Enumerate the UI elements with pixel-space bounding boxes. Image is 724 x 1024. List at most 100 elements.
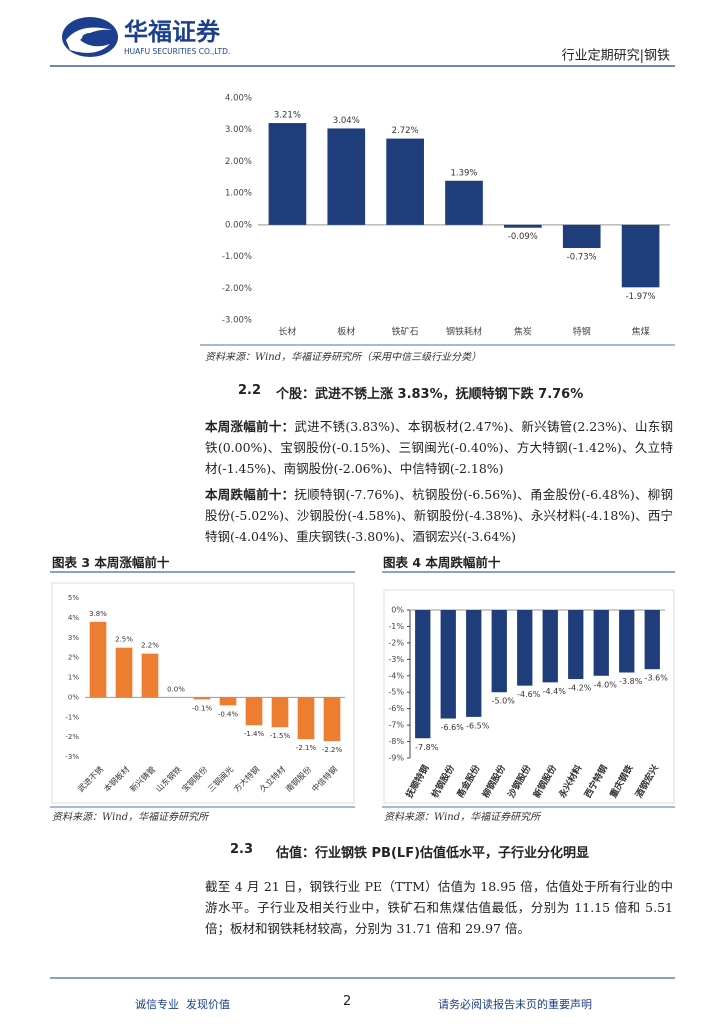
value-label: 0.0% <box>167 685 185 693</box>
chart-frame <box>51 582 355 804</box>
value-label: -1.5% <box>270 732 291 740</box>
value-label: 2.72% <box>392 126 419 136</box>
value-label: -4.6% <box>517 690 541 699</box>
x-tick-label: 甬金股份 <box>454 762 483 800</box>
y-tick-label: 0.00% <box>225 220 252 230</box>
x-tick-label: 久立特材 <box>257 764 287 794</box>
value-label: -3.8% <box>619 677 643 686</box>
section-number: 2.3 <box>230 842 254 857</box>
y-tick-label: -3.00% <box>222 316 252 326</box>
value-label: -2.2% <box>322 746 343 754</box>
value-label: -5.0% <box>492 697 516 706</box>
bar <box>621 224 660 288</box>
x-tick-label: 特钢 <box>573 326 591 338</box>
section-title: 个股：武进不锈上涨 3.83%，抚顺特钢下跌 7.76% <box>276 387 584 402</box>
y-tick-label: 3% <box>68 634 79 642</box>
x-tick-label: 武进不锈 <box>75 764 105 794</box>
value-label: -4.0% <box>594 680 618 689</box>
bar <box>327 128 366 225</box>
y-tick-label: -7% <box>388 721 404 730</box>
bar <box>141 653 159 698</box>
value-label: 3.04% <box>333 116 360 126</box>
bar <box>466 610 482 717</box>
page-number: 2 <box>343 994 352 1009</box>
y-tick-label: 1.00% <box>225 189 252 199</box>
y-tick-label: 3.00% <box>225 125 252 135</box>
x-tick-label: 柳钢股份 <box>480 762 509 800</box>
figure-title: 图表 3 本周涨幅前十 <box>52 555 170 570</box>
y-tick-label: -4% <box>388 671 404 680</box>
logo-mark <box>62 17 118 57</box>
figure-source: 资料来源：Wind，华福证券研究所 <box>384 812 541 823</box>
bar <box>504 224 542 228</box>
chart-frame <box>383 589 675 804</box>
bar <box>323 697 341 742</box>
bar <box>619 610 635 673</box>
y-tick-label: 2.00% <box>225 157 252 167</box>
x-tick-label: 西宁特钢 <box>582 763 610 800</box>
y-tick-label: -6% <box>388 704 404 713</box>
x-tick-label: 铁矿石 <box>392 326 419 338</box>
value-label: -4.2% <box>568 684 592 693</box>
y-tick-label: 0% <box>391 606 404 615</box>
value-label: 2.2% <box>141 642 159 650</box>
bar <box>245 697 263 726</box>
x-tick-label: 钢铁耗材 <box>446 326 482 338</box>
bar <box>268 123 307 225</box>
paragraph-text: 抚顺特钢(-7.76%)、杭钢股份(-6.56%)、甬金股份(-6.48%)、柳… <box>205 487 673 544</box>
value-label: -1.4% <box>244 730 265 738</box>
value-label: 2.5% <box>115 636 133 644</box>
x-tick-label: 酒钢宏兴 <box>633 763 661 800</box>
x-tick-label: 永兴材料 <box>556 763 585 801</box>
footer-slogan: 诚信专业 发现价值 <box>135 998 230 1011</box>
paragraph: 本周涨幅前十：武进不锈(3.83%)、本钢板材(2.47%)、新兴铸管(2.23… <box>205 416 673 479</box>
bar <box>89 621 107 698</box>
x-tick-label: 新兴铸管 <box>127 764 157 794</box>
paragraph: 本周跌幅前十：抚顺特钢(-7.76%)、杭钢股份(-6.56%)、甬金股份(-6… <box>205 484 673 547</box>
figure-source: 资料来源：Wind，华福证券研究所 <box>52 812 209 823</box>
y-tick-label: 0% <box>68 693 79 701</box>
value-label: -6.6% <box>441 723 465 732</box>
section-title: 估值：行业钢铁 PB(LF)估值低水平，子行业分化明显 <box>276 846 590 861</box>
value-label: -1.97% <box>626 292 656 302</box>
bar <box>568 610 584 680</box>
x-tick-label: 重庆钢铁 <box>607 763 635 800</box>
y-tick-label: -2% <box>388 638 404 647</box>
x-tick-label: 长材 <box>278 326 296 338</box>
bar <box>415 610 431 739</box>
y-tick-label: -9% <box>388 754 404 763</box>
x-tick-label: 焦炭 <box>514 326 532 338</box>
bar <box>386 138 424 225</box>
value-label: 3.8% <box>89 610 107 618</box>
footer-notice: 请务必阅读报告末页的重要声明 <box>438 998 592 1011</box>
value-label: 3.21% <box>274 111 301 121</box>
y-tick-label: -3% <box>65 753 79 761</box>
logo-subtitle: HUAFU SECURITIES CO.,LTD. <box>124 47 230 56</box>
y-tick-label: -2% <box>65 733 79 741</box>
bar <box>562 224 601 249</box>
y-tick-label: -1% <box>65 713 79 721</box>
section-number: 2.2 <box>238 383 262 398</box>
bar <box>219 697 237 706</box>
bar <box>271 697 289 728</box>
x-tick-label: 南钢股份 <box>283 764 313 794</box>
x-tick-label: 本钢板材 <box>101 764 131 794</box>
paragraph-lead: 本周涨幅前十： <box>205 419 295 434</box>
x-tick-label: 抚顺特钢 <box>403 763 431 800</box>
paragraph-text: 武进不锈(3.83%)、本钢板材(2.47%)、新兴铸管(2.23%)、山东钢铁… <box>205 419 673 476</box>
x-tick-label: 中信特钢 <box>309 764 339 794</box>
y-tick-label: -8% <box>388 737 404 746</box>
x-tick-label: 方大特钢 <box>231 764 261 794</box>
y-tick-label: 2% <box>68 654 79 662</box>
bar <box>593 610 609 676</box>
y-tick-label: 1% <box>68 674 79 682</box>
value-label: -0.09% <box>508 232 538 242</box>
x-tick-label: 板材 <box>337 326 355 338</box>
value-label: -4.4% <box>543 687 567 696</box>
value-label: -0.4% <box>218 710 239 718</box>
bar <box>297 697 315 740</box>
y-tick-label: -1.00% <box>222 252 252 262</box>
value-label: 1.39% <box>450 168 477 178</box>
